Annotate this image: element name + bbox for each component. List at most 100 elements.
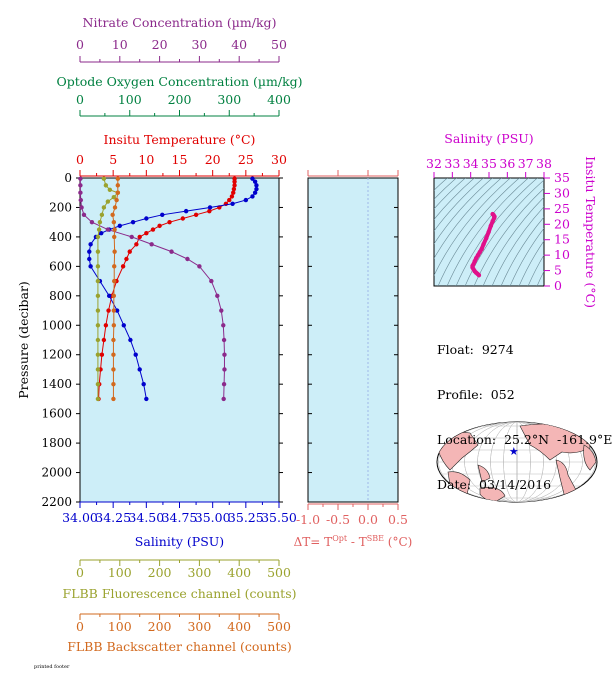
backscatter-point (112, 234, 117, 240)
fluorescence-point (95, 234, 101, 240)
temperature-point (106, 308, 111, 313)
density-contour (473, 187, 544, 286)
salinity-point (130, 219, 136, 225)
salinity-point (106, 293, 112, 299)
salinity-point (243, 197, 249, 203)
delta-t-frame (307, 177, 399, 503)
map-land (583, 444, 597, 471)
temperature-tick-label: 10 (138, 152, 154, 167)
backscatter-point (111, 337, 116, 343)
temperature-point (99, 352, 105, 357)
ts-y-tick-label: 5 (554, 263, 562, 278)
nitrate-point (78, 183, 83, 188)
temperature-tick-label: 30 (271, 152, 287, 167)
nitrate-point (221, 323, 226, 328)
fluorescence-point (97, 219, 103, 225)
backscatter-point (110, 212, 115, 218)
y-tick-label: 400 (49, 230, 72, 244)
salinity-point (141, 381, 146, 387)
nitrate-tick-label: 0 (76, 37, 84, 52)
fluorescence-axis-title: FLBB Fluorescence channel (counts) (63, 586, 297, 601)
backscatter-tick-label: 200 (148, 619, 172, 634)
salinity-point (144, 216, 149, 221)
nitrate-axis-title: Nitrate Concentration (µm/kg) (83, 15, 277, 30)
ts-point (488, 223, 494, 229)
nitrate-point (105, 227, 111, 232)
y-tick-label: 0 (64, 171, 72, 185)
main-plot-frame (79, 177, 280, 503)
salinity-point (88, 264, 93, 269)
fluorescence-point (107, 187, 113, 192)
profile-id: Profile: 052 (437, 387, 515, 402)
temperature-tick-label: 25 (238, 152, 254, 167)
temperature-point (232, 179, 237, 184)
delta-t-tick-label: -1.0 (296, 512, 320, 527)
temperature-tick-label: 15 (172, 152, 188, 167)
salinity-point (137, 367, 142, 372)
salinity-point (230, 201, 235, 206)
salinity-point (128, 337, 133, 343)
density-contour (434, 178, 493, 245)
ts-y-tick-label: 25 (554, 201, 570, 216)
density-contour (434, 178, 502, 260)
density-contour (464, 179, 544, 286)
nitrate-point (81, 212, 87, 218)
y-axis-title: Pressure (decibar) (16, 281, 31, 399)
temperature-point (150, 227, 156, 232)
backscatter-point (111, 381, 116, 387)
backscatter-point (111, 293, 117, 299)
temperature-point (193, 212, 199, 218)
oxygen-tick-label: 100 (118, 92, 142, 107)
backscatter-point (115, 176, 121, 181)
nitrate-point (219, 308, 224, 313)
salinity-point (114, 308, 120, 313)
salinity-point (254, 186, 259, 192)
temperature-point (120, 264, 126, 269)
backscatter-point (112, 227, 117, 232)
nitrate-point (221, 337, 227, 343)
float-location-marker: ★ (509, 445, 519, 458)
ts-y-tick-label: 35 (554, 170, 570, 185)
salinity-tick-label: 35.00 (195, 510, 231, 525)
density-contour (500, 216, 544, 286)
temperature-point (229, 194, 235, 199)
salinity-point (250, 194, 255, 199)
map-land (479, 487, 506, 502)
fluorescence-point (103, 183, 109, 188)
y-tick-label: 1200 (41, 348, 72, 362)
density-contour (482, 196, 544, 286)
ts-density-contours (434, 178, 544, 286)
backscatter-tick-label: 500 (267, 619, 291, 634)
fluorescence-point (96, 227, 102, 232)
salinity-point (87, 256, 92, 262)
fluorescence-tick-label: 200 (148, 565, 172, 580)
ts-y-tick-label: 20 (554, 216, 570, 231)
fluorescence-tick-label: 100 (108, 565, 132, 580)
salinity-point (252, 190, 258, 195)
oxygen-tick-label: 200 (168, 92, 192, 107)
ts-x-tick-label: 36 (499, 156, 515, 171)
y-tick-label: 1800 (41, 436, 72, 450)
ts-x-tick-label: 35 (481, 156, 497, 171)
map-meridian (516, 422, 518, 502)
ts-point (476, 273, 482, 278)
oxygen-tick-label: 400 (267, 92, 291, 107)
oxygen-tick-label: 0 (76, 92, 84, 107)
float-id: Float: 9274 (437, 342, 514, 357)
fluorescence-point (95, 278, 101, 284)
backscatter-tick-label: 0 (76, 619, 84, 634)
ts-x-tick-label: 37 (518, 156, 534, 171)
temperature-point (137, 234, 142, 240)
nitrate-point (221, 396, 226, 402)
salinity-point (117, 223, 123, 229)
salinity-tick-label: 34.25 (95, 510, 131, 525)
ts-x-tick-label: 38 (536, 156, 552, 171)
salinity-point (252, 179, 258, 184)
fluorescence-point (95, 293, 101, 299)
salinity-tick-label: 34.75 (162, 510, 198, 525)
backscatter-axis-title: FLBB Backscatter channel (counts) (67, 639, 292, 654)
backscatter-point (111, 323, 117, 328)
nitrate-tick-label: 40 (231, 37, 247, 52)
delta-t-tick-label: 0.5 (388, 512, 408, 527)
y-tick-label: 2000 (41, 466, 72, 480)
